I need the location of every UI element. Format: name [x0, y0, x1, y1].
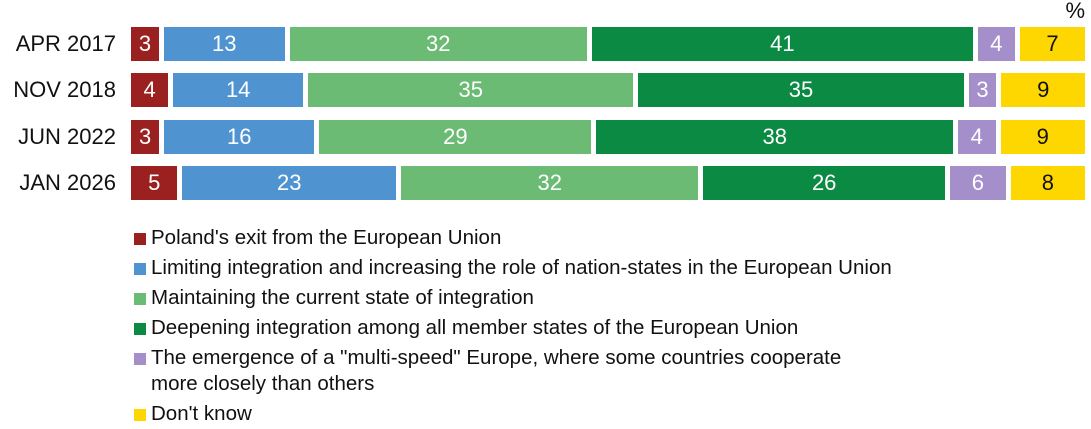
legend-item-dont-know: Don't know: [133, 399, 892, 429]
segment-exit: 3: [131, 120, 160, 154]
legend-swatch: [134, 293, 146, 305]
row-label: JAN 2026: [19, 170, 116, 195]
legend-item-deepening: Deepening integration among all member s…: [133, 313, 892, 343]
segment-multi-speed: 3: [968, 73, 997, 107]
segment-exit: 4: [131, 73, 169, 107]
segment-limiting: 16: [164, 120, 315, 154]
bar-row: JAN 2026 5 23 32 26 6 8: [0, 166, 1091, 200]
legend-label: Poland's exit from the European Union: [151, 226, 502, 249]
bar-row: APR 2017 3 13 32 41 4 7: [0, 27, 1091, 61]
legend-swatch: [134, 353, 146, 365]
legend-label: Don't know: [151, 402, 252, 425]
legend-swatch: [134, 323, 146, 335]
stacked-bar: 3 16 29 38 4 9: [131, 120, 1085, 154]
stacked-bar: 5 23 32 26 6 8: [131, 166, 1085, 200]
legend-swatch: [134, 263, 146, 275]
legend-swatch: [134, 409, 146, 421]
legend: Poland's exit from the European Union Li…: [133, 223, 892, 429]
legend-label: Maintaining the current state of integra…: [151, 286, 534, 309]
segment-deepening: 35: [638, 73, 964, 107]
legend-label: The emergence of a "multi-speed" Europe,…: [151, 346, 842, 395]
segment-dont-know: 7: [1019, 27, 1085, 61]
legend-item-exit: Poland's exit from the European Union: [133, 223, 892, 253]
segment-multi-speed: 4: [977, 27, 1015, 61]
segment-dont-know: 9: [1000, 120, 1085, 154]
segment-dont-know: 9: [1001, 73, 1086, 107]
segment-maintaining: 35: [308, 73, 634, 107]
row-label: APR 2017: [15, 31, 116, 56]
legend-item-limiting: Limiting integration and increasing the …: [133, 253, 892, 283]
segment-limiting: 14: [173, 73, 304, 107]
segment-dont-know: 8: [1010, 166, 1085, 200]
segment-maintaining: 32: [289, 27, 587, 61]
segment-deepening: 38: [596, 120, 953, 154]
legend-item-maintaining: Maintaining the current state of integra…: [133, 283, 892, 313]
bar-row: JUN 2022 3 16 29 38 4 9: [0, 120, 1091, 154]
row-label: JUN 2022: [18, 124, 116, 149]
segment-multi-speed: 4: [958, 120, 996, 154]
segment-deepening: 26: [703, 166, 945, 200]
segment-maintaining: 29: [319, 120, 592, 154]
stacked-bar: 4 14 35 35 3 9: [131, 73, 1086, 107]
segment-limiting: 23: [182, 166, 397, 200]
segment-exit: 5: [131, 166, 178, 200]
legend-item-multi-speed: The emergence of a "multi-speed" Europe,…: [133, 343, 892, 399]
legend-label: Limiting integration and increasing the …: [151, 256, 892, 279]
stacked-bar: 3 13 32 41 4 7: [131, 27, 1085, 61]
segment-limiting: 13: [163, 27, 285, 61]
row-label: NOV 2018: [13, 77, 116, 102]
bar-row: NOV 2018 4 14 35 35 3 9: [0, 73, 1091, 107]
segment-multi-speed: 6: [949, 166, 1006, 200]
segment-deepening: 41: [591, 27, 973, 61]
legend-label: Deepening integration among all member s…: [151, 316, 799, 339]
unit-label: %: [1065, 0, 1085, 23]
legend-swatch: [134, 233, 146, 245]
segment-exit: 3: [131, 27, 159, 61]
segment-maintaining: 32: [401, 166, 699, 200]
